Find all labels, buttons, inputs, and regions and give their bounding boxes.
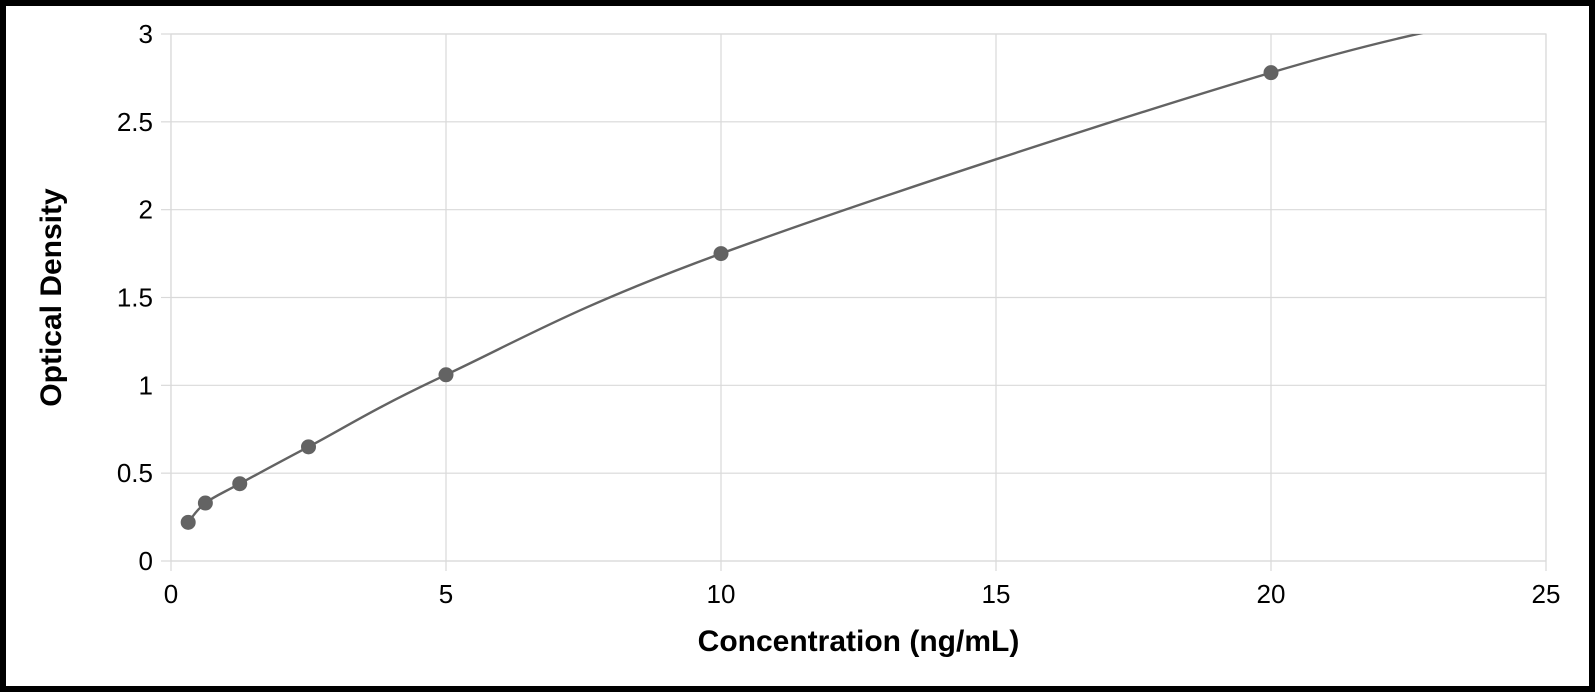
y-axis-label: Optical Density [35,188,68,407]
xtick-label: 5 [439,579,453,609]
ytick-label: 2 [139,195,153,225]
xtick-label: 0 [164,579,178,609]
x-axis-label: Concentration (ng/mL) [698,625,1020,658]
ytick-label: 3 [139,19,153,49]
ytick-label: 0 [139,546,153,576]
xtick-label: 15 [982,579,1011,609]
line-chart: 0 5 10 15 20 25 0 0.5 1 1.5 2 2.5 3 Concentration (ng… [6,6,1589,686]
xtick-label: 20 [1257,579,1286,609]
data-marker [181,515,195,529]
ytick-label: 0.5 [117,458,153,488]
data-marker [1264,66,1278,80]
data-marker [302,440,316,454]
ytick-label: 1 [139,370,153,400]
data-marker [198,496,212,510]
data-marker [714,247,728,261]
chart-bg [6,6,1589,686]
ytick-label: 2.5 [117,107,153,137]
chart-frame: 0 5 10 15 20 25 0 0.5 1 1.5 2 2.5 3 Concentration (ng… [0,0,1595,692]
xtick-label: 25 [1532,579,1561,609]
data-marker [233,477,247,491]
ytick-label: 1.5 [117,283,153,313]
chart-container: 0 5 10 15 20 25 0 0.5 1 1.5 2 2.5 3 Concentration (ng… [6,6,1589,686]
xtick-label: 10 [707,579,736,609]
data-marker [439,368,453,382]
